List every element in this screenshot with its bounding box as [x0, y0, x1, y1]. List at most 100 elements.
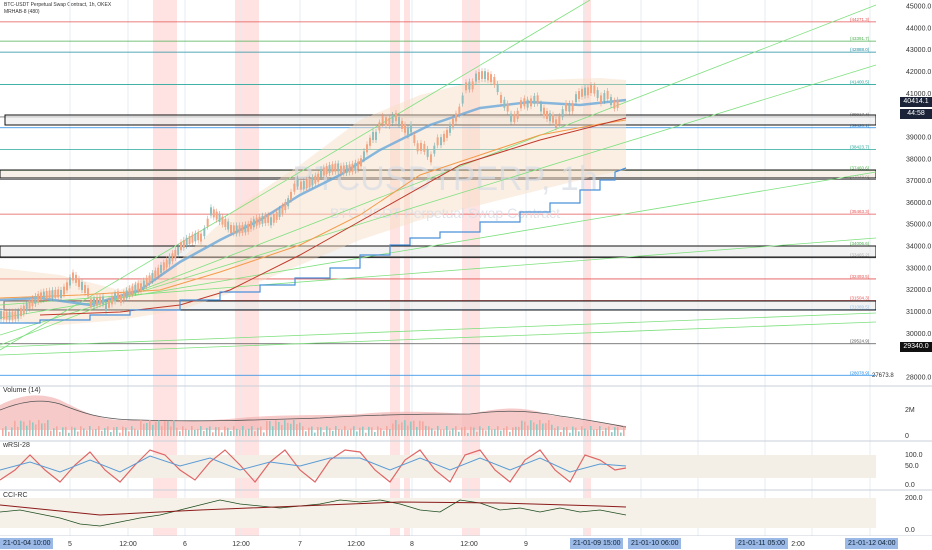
- volume-bar: [203, 431, 205, 436]
- candle-body: [48, 290, 51, 299]
- candle-body: [114, 293, 116, 302]
- candle-body: [255, 217, 258, 226]
- volume-bar: [128, 431, 130, 436]
- candle-body: [278, 208, 281, 217]
- candle-body: [381, 115, 384, 124]
- volume-panel[interactable]: Volume (14) 2M 0: [0, 387, 915, 440]
- volume-bar: [185, 428, 187, 436]
- volume-bar: [584, 428, 586, 436]
- level-label: (29524.9): [850, 339, 870, 344]
- candle-body: [37, 293, 40, 302]
- volume-bar: [95, 429, 97, 436]
- date-chip-1: 21-01-09 15:00: [570, 538, 624, 549]
- candle-body: [160, 264, 162, 273]
- candle-body: [2, 311, 5, 320]
- volume-bar: [608, 426, 610, 436]
- rsi-tick-100: 100.0: [905, 452, 923, 459]
- time-label: 12:00: [119, 541, 137, 548]
- candle-body: [191, 234, 194, 243]
- rsi-panel[interactable]: wRSI-28 100.0 50.0 0.0: [0, 442, 923, 489]
- price-tick-label: 36000.0: [906, 200, 931, 207]
- candle-body: [360, 158, 362, 167]
- volume-bar: [221, 432, 223, 436]
- candle-body: [93, 298, 95, 307]
- candle-body: [565, 103, 567, 112]
- candle-body: [232, 225, 235, 234]
- candle-body: [561, 109, 564, 118]
- candle-body: [17, 310, 20, 319]
- candle-body: [215, 211, 218, 220]
- level-label: (34006.6): [850, 241, 870, 246]
- volume-bar: [485, 430, 487, 436]
- volume-bar: [536, 424, 538, 436]
- volume-bar: [479, 426, 481, 436]
- volume-bar: [524, 421, 526, 436]
- candle-body: [122, 292, 125, 301]
- volume-bar: [530, 420, 532, 436]
- candle-body: [281, 205, 284, 214]
- candle-body: [261, 215, 264, 224]
- candle-body: [606, 91, 609, 100]
- cci-title: CCI-RC: [3, 492, 28, 499]
- time-axis[interactable]: [0, 536, 932, 550]
- rsi-tick-0: 0.0: [905, 482, 915, 489]
- candle-body: [433, 145, 436, 154]
- volume-bar: [155, 421, 157, 436]
- volume-bars: [2, 420, 625, 436]
- volume-bar: [551, 424, 553, 436]
- volume-bar: [512, 427, 514, 436]
- volume-bar: [233, 426, 235, 436]
- price-axis[interactable]: [876, 0, 932, 386]
- volume-bar: [410, 421, 412, 436]
- candle-body: [206, 218, 209, 227]
- candle-body: [218, 214, 221, 223]
- volume-bar: [263, 432, 265, 436]
- candle-body: [314, 175, 317, 184]
- candle-body: [57, 289, 60, 298]
- candle-body: [378, 122, 381, 131]
- volume-bar: [218, 427, 220, 436]
- candle-body: [31, 298, 34, 307]
- volume-bar: [446, 426, 448, 436]
- candle-body: [363, 151, 365, 160]
- candle-body: [426, 148, 429, 157]
- time-label: 5: [68, 541, 72, 548]
- volume-bar: [284, 420, 286, 436]
- candle-body: [613, 100, 616, 109]
- volume-bar: [413, 420, 415, 436]
- volume-bar: [323, 432, 325, 436]
- volume-bar: [170, 426, 172, 436]
- volume-bar: [326, 426, 328, 436]
- volume-bar: [305, 431, 307, 436]
- cci-panel[interactable]: CCI-RC 200.0 0.0: [0, 492, 923, 534]
- candle-body: [275, 211, 278, 220]
- volume-bar: [107, 426, 109, 436]
- date-chip-4: 21-01-12 04:00: [845, 538, 899, 549]
- volume-bar: [146, 422, 148, 436]
- volume-bar: [59, 431, 61, 436]
- price-tick-label: 44000.0: [906, 25, 931, 32]
- volume-bar: [23, 421, 25, 436]
- volume-bar: [140, 420, 142, 436]
- candle-body: [552, 114, 554, 123]
- volume-bar: [80, 426, 82, 436]
- volume-bar: [590, 426, 592, 436]
- volume-bar: [392, 423, 394, 436]
- price-candles[interactable]: [0, 68, 619, 323]
- candle-body: [238, 225, 241, 234]
- candle-body: [5, 311, 8, 320]
- candle-body: [311, 177, 314, 186]
- time-label: 8: [410, 541, 414, 548]
- volume-bar: [110, 432, 112, 436]
- volume-bar: [71, 426, 73, 436]
- volume-bar: [314, 432, 316, 436]
- volume-bar: [341, 429, 343, 436]
- volume-bar: [149, 420, 151, 436]
- candle-body: [63, 286, 65, 295]
- candle-body: [87, 288, 89, 297]
- volume-bar: [548, 420, 550, 436]
- volume-bar: [164, 421, 166, 436]
- candle-body: [134, 284, 137, 293]
- candle-body: [258, 216, 261, 225]
